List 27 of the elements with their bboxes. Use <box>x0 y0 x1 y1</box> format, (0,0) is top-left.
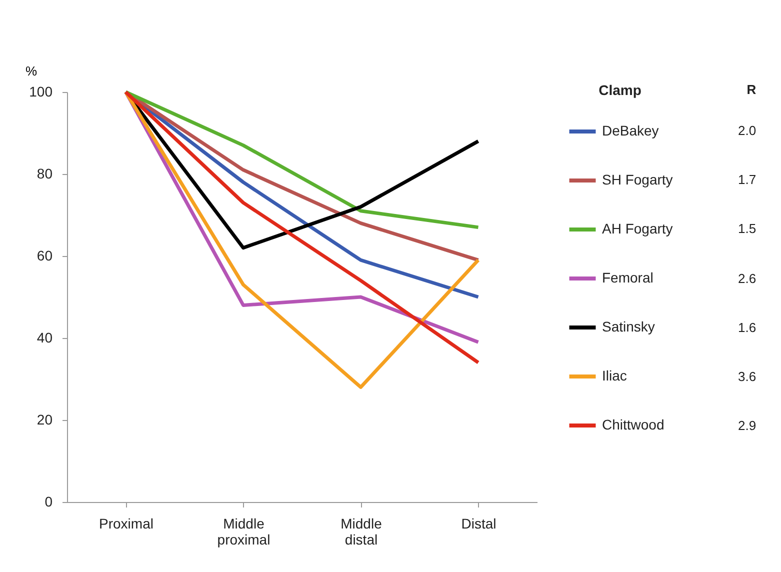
y-tick-label: 100 <box>29 84 53 100</box>
text: 3.6 <box>738 368 756 386</box>
legend-label: DeBakey <box>602 122 659 138</box>
text: 2.9 <box>738 418 756 436</box>
legend-label: SH Fogarty <box>602 172 673 188</box>
text: 2.6 <box>738 270 756 288</box>
text: 1.5 <box>738 221 756 238</box>
y-tick-label: 40 <box>36 330 53 346</box>
y-tick-label: 0 <box>44 494 53 510</box>
text: R <box>746 82 756 99</box>
y-axis-title: % <box>26 64 38 78</box>
x-tick-label: Distal <box>461 516 496 532</box>
legend-label: Chittwood <box>602 416 664 432</box>
y-tick-label: 80 <box>36 166 53 182</box>
legend-label: Satinsky <box>602 318 655 334</box>
y-tick-label: 60 <box>36 248 53 264</box>
text: 1.7 <box>738 172 756 190</box>
y-tick-label: 20 <box>36 412 53 428</box>
x-tick-label: Middle proximal <box>217 516 270 548</box>
text: 2.0 <box>738 123 756 140</box>
x-tick-label: Middle distal <box>340 516 382 548</box>
legend-label: Femoral <box>602 270 654 286</box>
text: 1.6 <box>738 320 756 337</box>
legend-label: Iliac <box>602 368 627 384</box>
legend-title: Clamp <box>598 82 642 98</box>
legend-label: AH Fogarty <box>602 220 673 236</box>
x-tick-label: Proximal <box>99 516 154 532</box>
